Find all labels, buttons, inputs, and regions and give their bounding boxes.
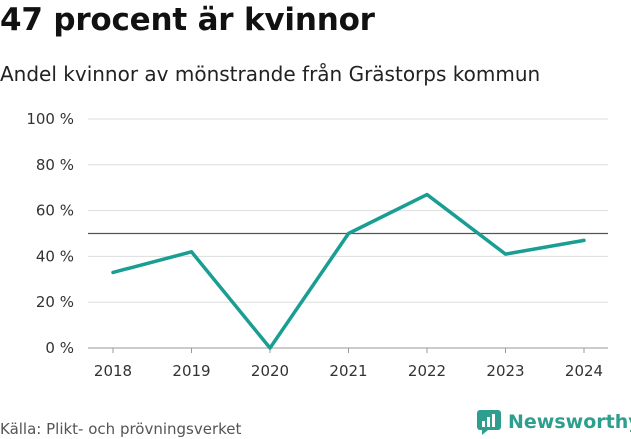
y-tick-label: 80 %: [36, 156, 74, 174]
brand-name: Newsworthy: [508, 411, 631, 433]
bar-chart-icon: [477, 410, 501, 435]
x-tick-label: 2023: [486, 362, 524, 380]
y-tick-label: 0 %: [45, 339, 74, 357]
y-tick-label: 100 %: [26, 110, 74, 128]
brand-logo: Newsworthy: [476, 409, 631, 435]
chart-title: 47 procent är kvinnor: [0, 2, 375, 38]
data-point: [190, 250, 193, 254]
x-tick-label: 2018: [94, 362, 132, 380]
data-point: [425, 193, 429, 197]
x-tick-label: 2020: [251, 362, 289, 380]
x-tick-label: 2022: [408, 362, 446, 380]
series-line: [111, 192, 586, 350]
x-tick-label: 2019: [172, 362, 210, 380]
x-tick-label: 2021: [329, 362, 367, 380]
data-point: [504, 252, 507, 256]
y-tick-label: 20 %: [36, 293, 74, 311]
data-point: [582, 238, 586, 242]
data-point: [268, 346, 272, 350]
data-point: [111, 270, 115, 274]
chart-subtitle: Andel kvinnor av mönstrande från Grästor…: [0, 62, 541, 86]
y-tick-label: 60 %: [36, 202, 74, 220]
data-point: [347, 232, 350, 235]
x-tick-label: 2024: [565, 362, 603, 380]
y-tick-label: 40 %: [36, 247, 74, 265]
source-note: Källa: Plikt- och prövningsverket: [0, 420, 242, 438]
